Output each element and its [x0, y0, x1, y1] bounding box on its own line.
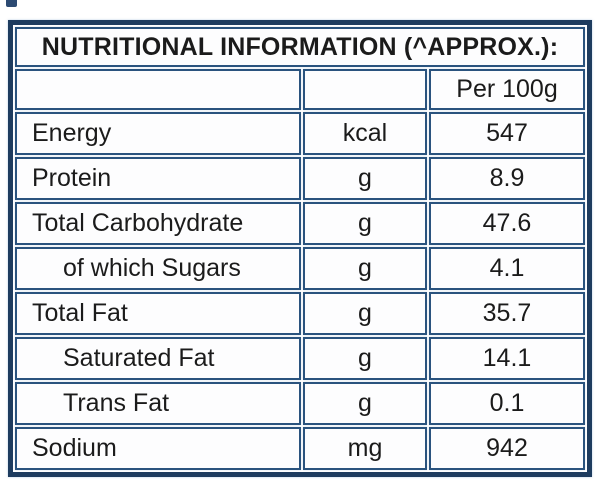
row-label: Total Carbohydrate [15, 202, 301, 245]
row-unit: g [303, 292, 427, 335]
row-unit: g [303, 157, 427, 200]
table-row-trans-fat: Trans Fat g 0.1 [15, 382, 585, 425]
row-label: Total Fat [15, 292, 301, 335]
row-value: 547 [429, 112, 585, 155]
header-unit-cell [303, 69, 427, 110]
row-unit: g [303, 382, 427, 425]
row-unit: g [303, 202, 427, 245]
row-value: 4.1 [429, 247, 585, 290]
nutrition-table: NUTRITIONAL INFORMATION (^APPROX.): Per … [8, 20, 592, 477]
table-row-saturated-fat: Saturated Fat g 14.1 [15, 337, 585, 380]
row-value: 942 [429, 427, 585, 470]
table-row-sodium: Sodium mg 942 [15, 427, 585, 470]
row-label: of which Sugars [15, 247, 301, 290]
row-unit: g [303, 337, 427, 380]
title-row: NUTRITIONAL INFORMATION (^APPROX.): [15, 27, 585, 67]
row-unit: kcal [303, 112, 427, 155]
row-value: 35.7 [429, 292, 585, 335]
table-row-of-which-sugars: of which Sugars g 4.1 [15, 247, 585, 290]
row-label: Protein [15, 157, 301, 200]
row-value: 47.6 [429, 202, 585, 245]
row-value: 0.1 [429, 382, 585, 425]
row-value: 14.1 [429, 337, 585, 380]
corner-artifact [6, 0, 17, 7]
row-unit: mg [303, 427, 427, 470]
header-nutrient-cell [15, 69, 301, 110]
table-row-total-carbohydrate: Total Carbohydrate g 47.6 [15, 202, 585, 245]
header-row: Per 100g [15, 69, 585, 110]
row-label: Saturated Fat [15, 337, 301, 380]
row-value: 8.9 [429, 157, 585, 200]
header-per100g-cell: Per 100g [429, 69, 585, 110]
table-row-energy: Energy kcal 547 [15, 112, 585, 155]
row-label: Energy [15, 112, 301, 155]
row-label: Trans Fat [15, 382, 301, 425]
row-unit: g [303, 247, 427, 290]
table-title: NUTRITIONAL INFORMATION (^APPROX.): [15, 27, 585, 67]
table-row-protein: Protein g 8.9 [15, 157, 585, 200]
table-row-total-fat: Total Fat g 35.7 [15, 292, 585, 335]
row-label: Sodium [15, 427, 301, 470]
